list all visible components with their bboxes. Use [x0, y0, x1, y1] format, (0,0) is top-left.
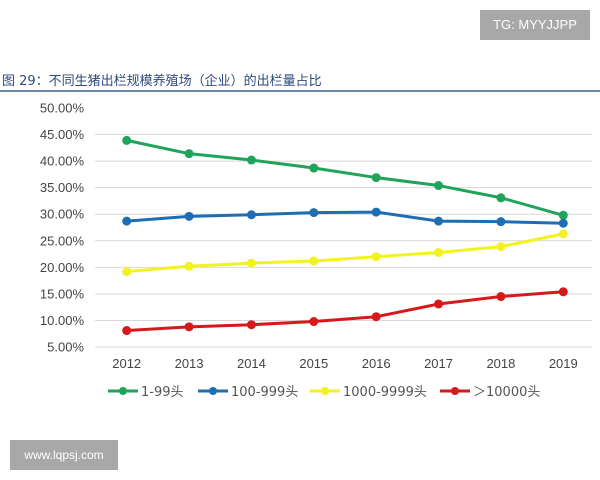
data-point — [434, 181, 444, 191]
legend-label: 100-999头 — [231, 385, 298, 400]
data-point — [558, 229, 568, 239]
data-point — [496, 292, 506, 302]
data-point — [434, 216, 444, 226]
data-point — [184, 261, 194, 271]
legend-marker — [209, 387, 217, 395]
data-point — [309, 163, 319, 173]
y-tick-label: 20.00% — [40, 260, 85, 275]
data-point — [122, 135, 132, 145]
data-point — [309, 208, 319, 218]
series-line — [126, 138, 564, 217]
data-point — [558, 218, 568, 228]
y-tick-label: 25.00% — [40, 233, 85, 248]
y-tick-label: 45.00% — [40, 127, 85, 142]
legend-marker — [321, 387, 329, 395]
y-tick-label: 40.00% — [40, 154, 85, 169]
y-tick-label: 15.00% — [40, 286, 85, 301]
data-point — [371, 312, 381, 322]
series-line — [126, 210, 564, 225]
data-point — [122, 326, 132, 336]
legend-label: 1-99头 — [141, 385, 184, 400]
data-point — [246, 258, 256, 268]
data-point — [309, 256, 319, 266]
legend-marker — [451, 387, 459, 395]
x-tick-label: 2018 — [486, 356, 515, 371]
y-tick-label: 50.00% — [40, 101, 85, 116]
data-point — [371, 173, 381, 183]
data-point — [246, 155, 256, 165]
x-tick-label: 2017 — [424, 356, 453, 371]
y-tick-label: 35.00% — [40, 180, 85, 195]
watermark-top: TG: MYYJJPP — [480, 10, 590, 40]
data-point — [246, 210, 256, 220]
y-tick-label: 5.00% — [47, 340, 84, 355]
x-tick-label: 2014 — [237, 356, 266, 371]
data-point — [246, 320, 256, 330]
data-point — [122, 216, 132, 226]
legend-label: 1000-9999头 — [343, 385, 427, 400]
data-point — [434, 247, 444, 257]
data-point — [309, 317, 319, 327]
x-tick-label: 2019 — [549, 356, 578, 371]
data-point — [184, 322, 194, 332]
figure-title: 图 29：不同生猪出栏规模养殖场（企业）的出栏量占比 — [2, 74, 322, 89]
data-point — [184, 211, 194, 221]
data-point — [496, 217, 506, 227]
data-point — [184, 149, 194, 159]
data-point — [558, 210, 568, 220]
series-line — [126, 232, 564, 274]
title-divider — [0, 90, 600, 92]
data-point — [558, 287, 568, 297]
data-point — [371, 207, 381, 217]
watermark-bottom: www.lqpsj.com — [10, 440, 118, 470]
x-tick-label: 2015 — [299, 356, 328, 371]
x-tick-label: 2016 — [362, 356, 391, 371]
x-tick-label: 2012 — [112, 356, 141, 371]
data-point — [371, 252, 381, 262]
series-line — [126, 290, 564, 333]
x-tick-label: 2013 — [175, 356, 204, 371]
data-point — [434, 299, 444, 309]
data-point — [496, 193, 506, 203]
legend-marker — [119, 387, 127, 395]
y-tick-label: 30.00% — [40, 207, 85, 222]
data-point — [496, 242, 506, 252]
legend-label: ＞10000头 — [473, 385, 540, 400]
y-tick-label: 10.00% — [40, 313, 85, 328]
data-point — [122, 267, 132, 277]
